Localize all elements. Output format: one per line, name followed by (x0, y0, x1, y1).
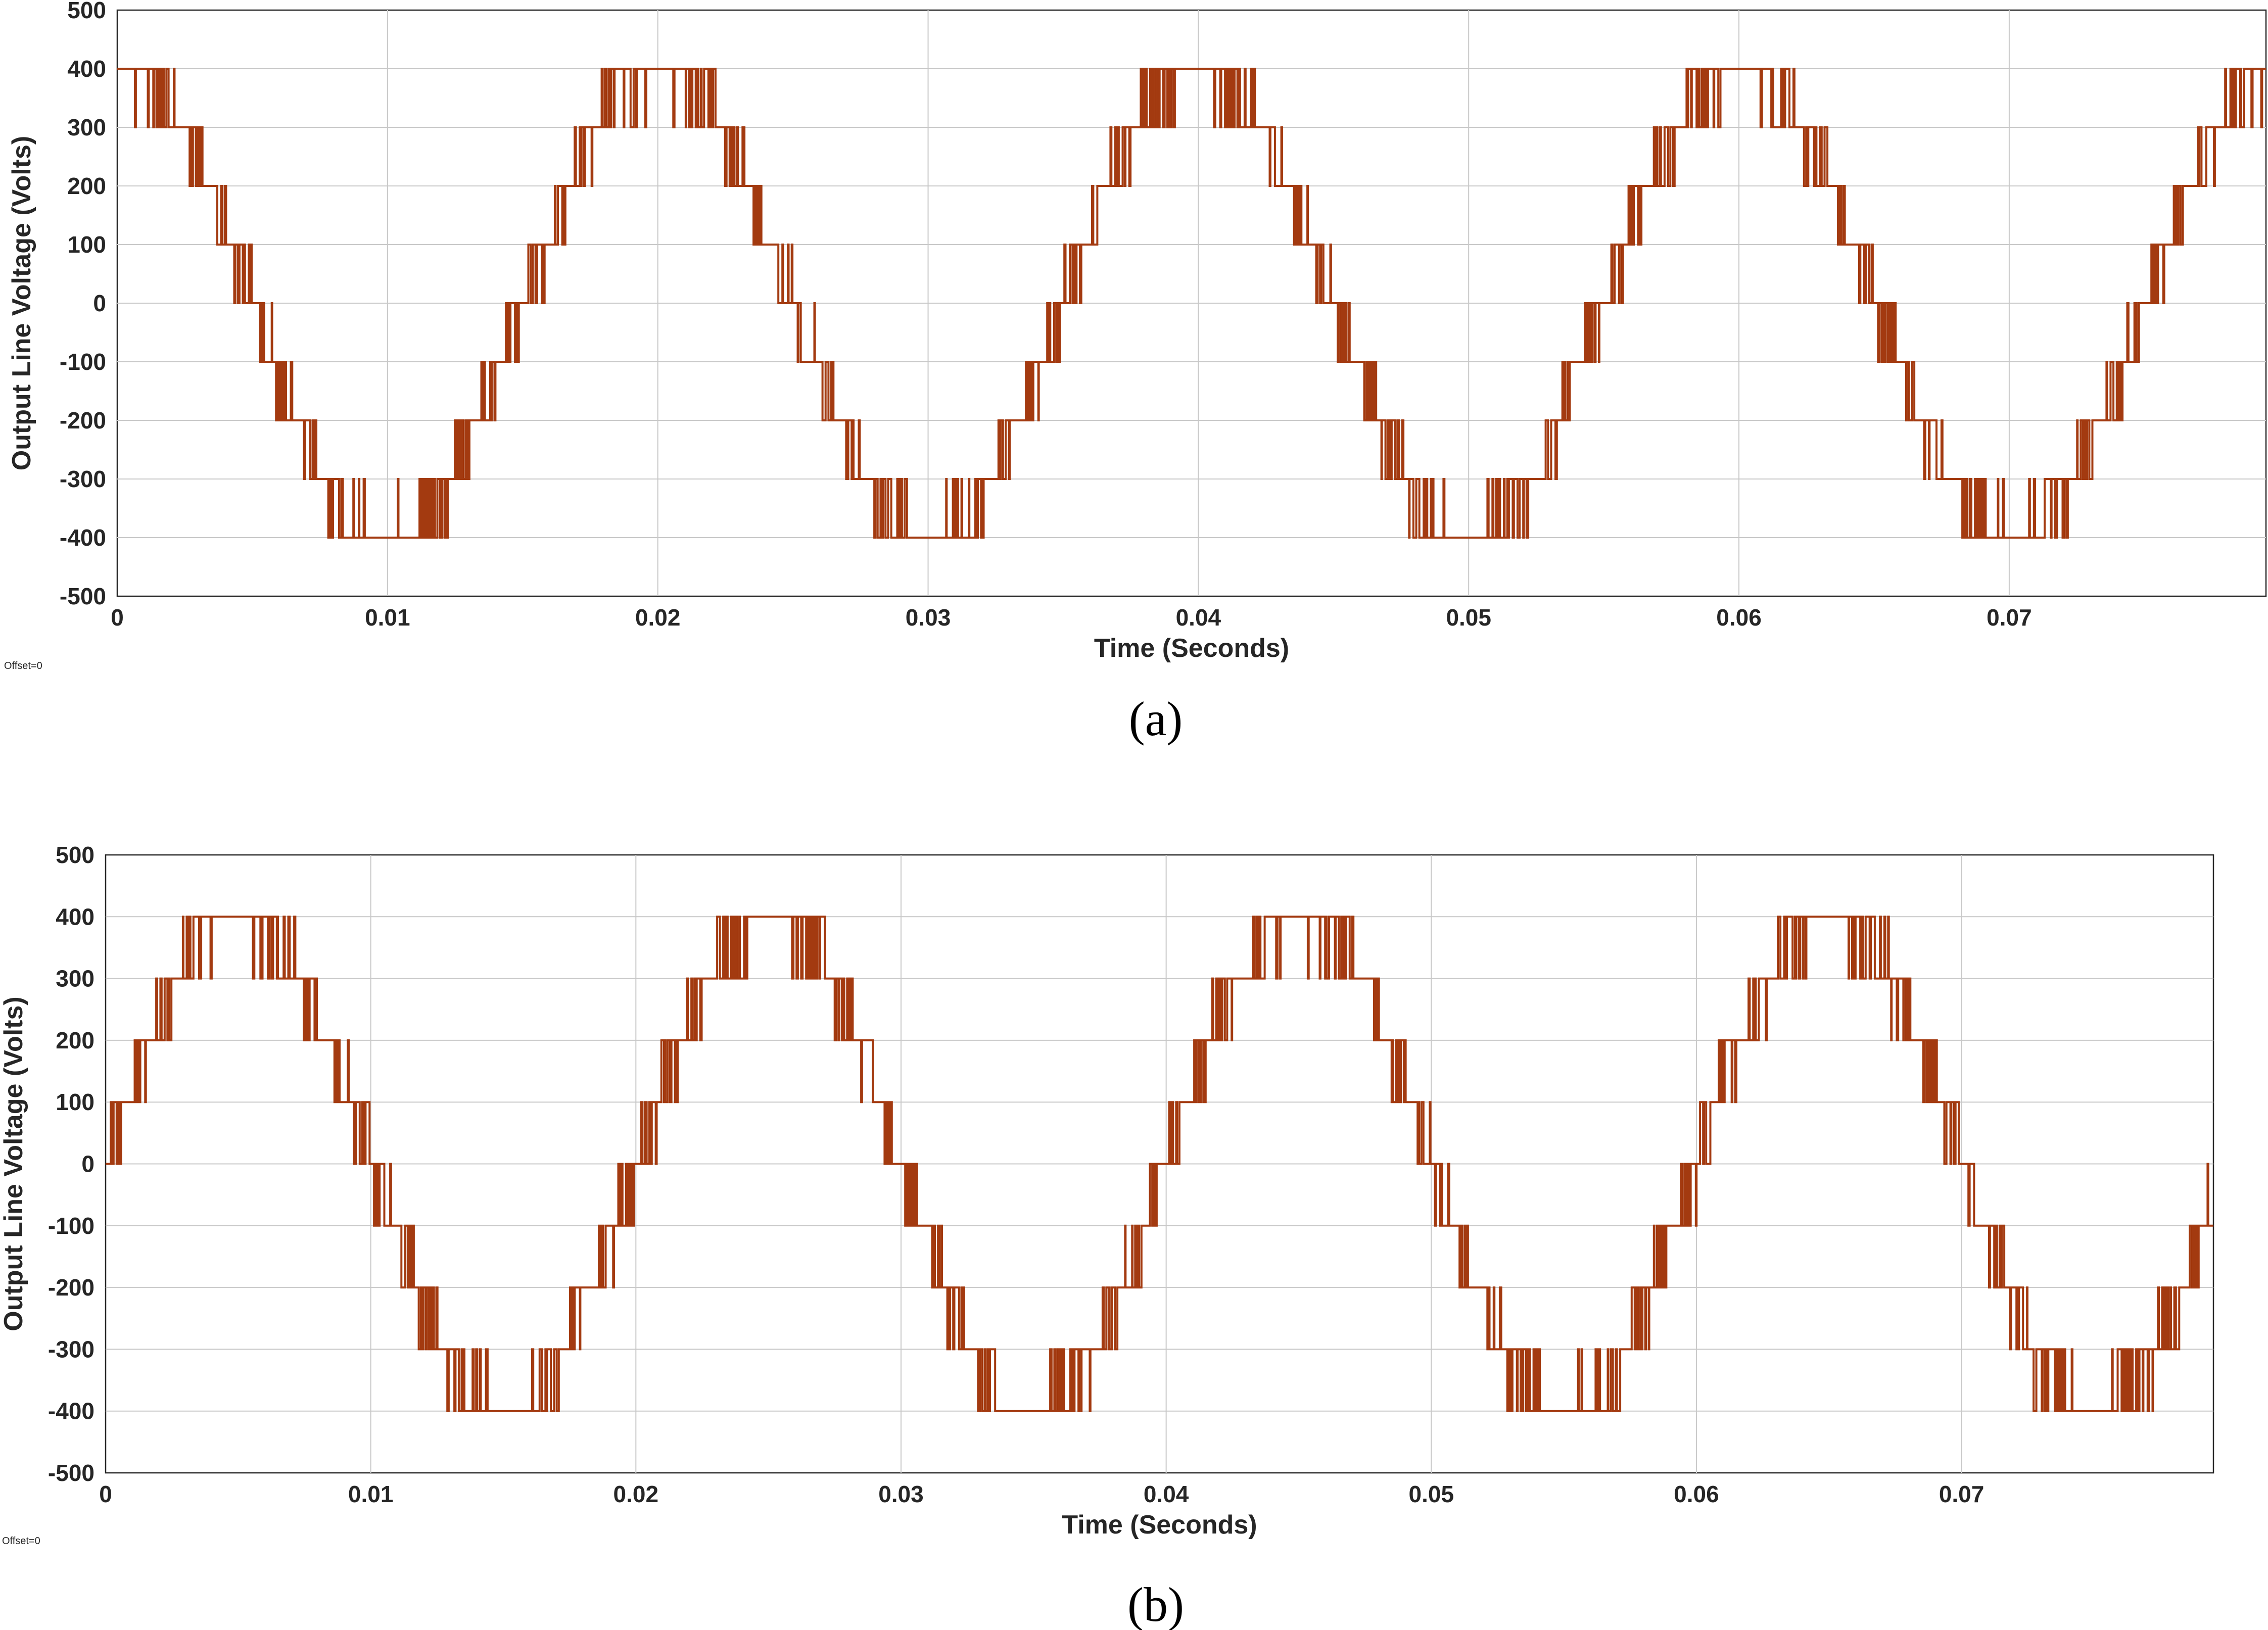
y-tick-label: 300 (67, 114, 106, 140)
x-tick-label: 0.05 (1409, 1481, 1454, 1507)
voltage-series-line (106, 916, 2213, 1412)
x-tick-label: 0.06 (1716, 604, 1762, 631)
y-tick-label: -400 (60, 524, 106, 551)
x-tick-label: 0.06 (1674, 1481, 1719, 1507)
x-tick-label: 0 (99, 1481, 112, 1507)
x-tick-label: 0.04 (1144, 1481, 1189, 1507)
x-tick-label: 0.01 (348, 1481, 394, 1507)
x-tick-label: 0.02 (635, 604, 681, 631)
y-tick-label: 500 (67, 0, 106, 23)
y-tick-label: -500 (48, 1460, 94, 1486)
x-axis-label: Time (Seconds) (1062, 1510, 1257, 1540)
y-tick-label: -400 (48, 1398, 94, 1424)
offset-label: Offset=0 (4, 660, 42, 672)
figure-caption: (b) (1127, 1577, 1184, 1630)
x-tick-label: 0.02 (613, 1481, 659, 1507)
offset-label: Offset=0 (2, 1536, 40, 1547)
x-tick-label: 0.03 (906, 604, 951, 631)
y-tick-label: 100 (56, 1089, 94, 1115)
x-tick-label: 0.05 (1446, 604, 1491, 631)
y-axis-label: Output Line Voltage (Volts) (7, 136, 36, 470)
y-tick-label: 0 (93, 290, 106, 316)
y-tick-label: -200 (48, 1274, 94, 1301)
y-tick-label: -200 (60, 407, 106, 434)
y-tick-label: 500 (56, 842, 94, 868)
y-tick-label: -500 (60, 583, 106, 609)
voltage-series-line (117, 68, 2266, 539)
y-tick-label: -100 (60, 349, 106, 375)
x-tick-label: 0.01 (365, 604, 410, 631)
figure-caption: (a) (1129, 692, 1183, 746)
y-tick-label: -100 (48, 1213, 94, 1239)
y-tick-label: 400 (67, 56, 106, 82)
x-axis-label: Time (Seconds) (1094, 634, 1289, 663)
x-tick-label: 0.07 (1939, 1481, 1984, 1507)
y-tick-label: 0 (81, 1151, 94, 1177)
y-tick-label: 200 (67, 173, 106, 199)
y-tick-label: 400 (56, 903, 94, 930)
y-tick-label: 200 (56, 1027, 94, 1053)
y-tick-label: -300 (48, 1336, 94, 1362)
x-tick-label: 0.03 (878, 1481, 924, 1507)
y-tick-label: 300 (56, 966, 94, 992)
x-tick-label: 0.04 (1176, 604, 1221, 631)
x-tick-label: 0.07 (1987, 604, 2032, 631)
y-tick-label: 100 (67, 231, 106, 258)
x-tick-label: 0 (111, 604, 124, 631)
y-axis-label: Output Line Voltage (Volts) (0, 996, 28, 1331)
y-tick-label: -300 (60, 466, 106, 492)
